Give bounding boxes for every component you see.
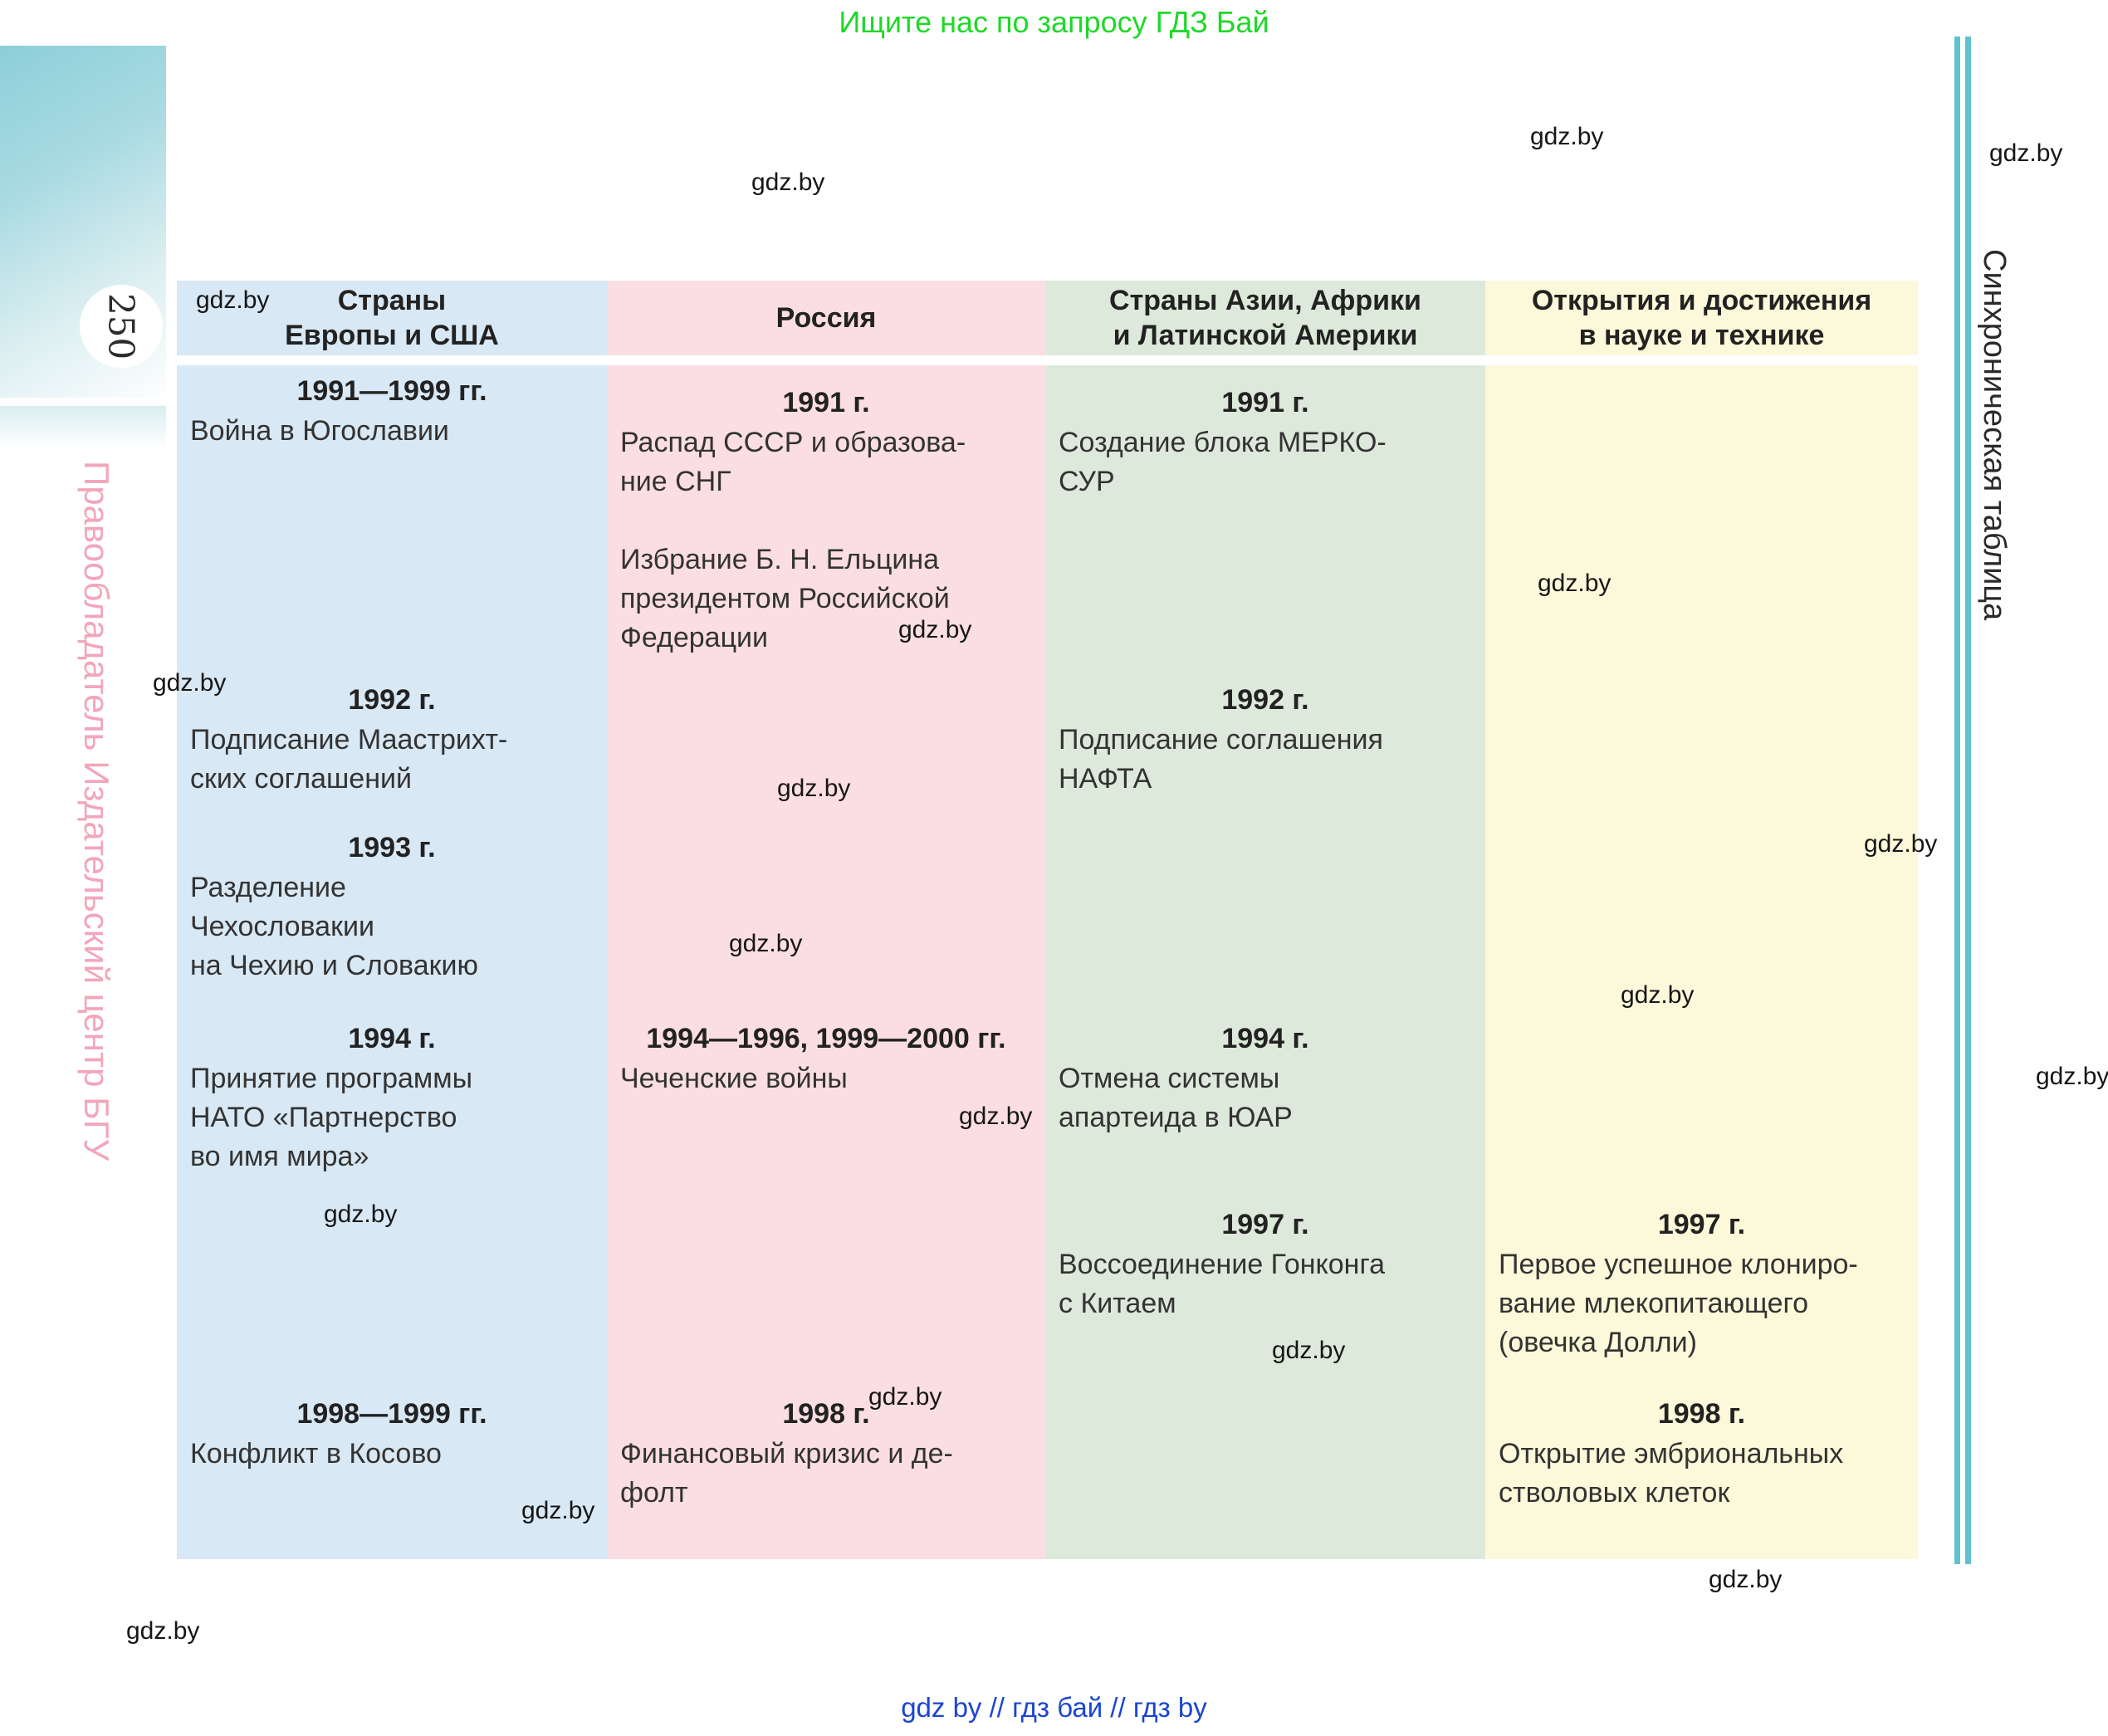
- event-cell: 1998 г. Открытие эмбриональных стволовых…: [1485, 1395, 1918, 1513]
- column-header-europe-usa: Страны Европы и США: [177, 281, 607, 355]
- event-cell: 1993 г. Разделение Чехословакии на Чехию…: [177, 829, 607, 985]
- event-text: Финансовый кризис и де- фолт: [620, 1438, 953, 1509]
- watermark: gdz.by: [868, 1383, 942, 1411]
- page-number-badge: 250: [80, 285, 163, 368]
- event-cell: 1998 г. Финансовый кризис и де- фолт: [607, 1395, 1045, 1513]
- watermark: gdz.by: [751, 169, 825, 196]
- event-year: 1994 г.: [348, 1023, 436, 1054]
- copyright-vertical-text: Правообладатель Издательский центр БГУ: [77, 461, 116, 1161]
- event-year: 1992 г.: [348, 684, 436, 716]
- event-cell: 1991—1999 гг. Война в Югославии: [177, 372, 607, 451]
- event-cell: 1998—1999 гг. Конфликт в Косово: [177, 1395, 607, 1474]
- watermark: gdz.by: [898, 616, 972, 643]
- column-header-science-tech: Открытия и достижения в науке и технике: [1485, 281, 1918, 355]
- watermark: gdz.by: [521, 1497, 595, 1524]
- column-band-science-tech: [1485, 365, 1918, 1559]
- watermark: gdz.by: [1621, 981, 1695, 1009]
- page-number: 250: [100, 292, 142, 360]
- event-cell: 1992 г. Подписание Маастрихт- ских согла…: [177, 681, 607, 799]
- event-year: 1998 г.: [1657, 1398, 1746, 1430]
- event-text: Создание блока МЕРКО- СУР: [1059, 427, 1387, 497]
- watermark: gdz.by: [959, 1103, 1033, 1130]
- event-text: Подписание Маастрихт- ских соглашений: [190, 724, 508, 795]
- watermark: gdz.by: [1989, 139, 2063, 167]
- watermark: gdz.by: [2036, 1063, 2108, 1090]
- event-cell: 1991 г. Распад СССР и образова- ние СНГ …: [607, 384, 1045, 658]
- section-caption-vertical: Синхроническая таблица: [1977, 249, 2012, 621]
- watermark: gdz.by: [1538, 570, 1612, 597]
- column-header-asia-africa: Страны Азии, Африки и Латинской Америки: [1045, 281, 1485, 355]
- watermark: gdz.by: [1272, 1337, 1346, 1364]
- footer-links-text: gdz by // гдз бай // гдз by: [901, 1692, 1207, 1723]
- event-year: 1994—1996, 1999—2000 гг.: [646, 1023, 1006, 1054]
- event-year: 1998—1999 гг.: [296, 1398, 487, 1430]
- event-year: 1991—1999 гг.: [296, 375, 487, 407]
- event-cell: 1992 г. Подписание соглашения НАФТА: [1045, 681, 1485, 799]
- column-header-russia: Россия: [607, 281, 1045, 355]
- watermark: gdz.by: [196, 286, 270, 314]
- event-text: Подписание соглашения НАФТА: [1059, 724, 1383, 795]
- column-band-europe-usa: [177, 365, 607, 1559]
- column-band-russia: [607, 365, 1045, 1559]
- watermark: gdz.by: [1530, 123, 1604, 150]
- event-year: 1997 г.: [1221, 1209, 1309, 1240]
- corner-gradient-decoration-lower: [0, 406, 166, 447]
- watermark: gdz.by: [153, 669, 227, 697]
- watermark: gdz.by: [1709, 1566, 1783, 1593]
- column-band-asia-africa: [1045, 365, 1485, 1559]
- event-text: Первое успешное клониро- вание млекопита…: [1499, 1249, 1858, 1358]
- watermark: gdz.by: [777, 775, 851, 802]
- event-cell: 1997 г. Первое успешное клониро- вание м…: [1485, 1205, 1918, 1362]
- watermark: gdz.by: [324, 1201, 398, 1228]
- watermark: gdz.by: [729, 930, 803, 957]
- event-year: 1992 г.: [1221, 684, 1309, 716]
- event-text: Конфликт в Косово: [190, 1438, 442, 1469]
- event-year: 1994 г.: [1221, 1023, 1309, 1054]
- watermark: gdz.by: [1864, 830, 1938, 858]
- event-text: Принятие программы НАТО «Партнерство во …: [190, 1063, 473, 1172]
- event-year: 1991 г.: [782, 387, 870, 418]
- event-cell: 1997 г. Воссоединение Гонконга с Китаем: [1045, 1205, 1485, 1323]
- watermark: gdz.by: [126, 1617, 200, 1645]
- event-year: 1993 г.: [348, 832, 436, 863]
- event-year: 1991 г.: [1221, 387, 1309, 418]
- event-text: Чеченские войны: [620, 1063, 848, 1094]
- event-text: Открытие эмбриональных стволовых клеток: [1499, 1438, 1844, 1509]
- event-year: 1997 г.: [1657, 1209, 1746, 1240]
- event-cell: 1994 г. Отмена системы апартеида в ЮАР: [1045, 1020, 1485, 1137]
- event-text: Война в Югославии: [190, 415, 449, 447]
- vertical-rule-outer: [1954, 37, 1960, 1564]
- promo-banner-text: Ищите нас по запросу ГДЗ Бай: [839, 5, 1269, 39]
- event-cell: 1994—1996, 1999—2000 гг. Чеченские войны: [607, 1020, 1045, 1098]
- event-cell: 1994 г. Принятие программы НАТО «Партнер…: [177, 1020, 607, 1176]
- event-text: Разделение Чехословакии на Чехию и Слова…: [190, 872, 478, 981]
- event-text: Воссоединение Гонконга с Китаем: [1059, 1249, 1386, 1319]
- event-year: 1998 г.: [782, 1398, 870, 1430]
- vertical-rule-inner: [1965, 37, 1971, 1564]
- event-text: Отмена системы апартеида в ЮАР: [1059, 1063, 1293, 1133]
- event-cell: 1991 г. Создание блока МЕРКО- СУР: [1045, 384, 1485, 501]
- event-text: Распад СССР и образова- ние СНГ Избрание…: [620, 427, 966, 653]
